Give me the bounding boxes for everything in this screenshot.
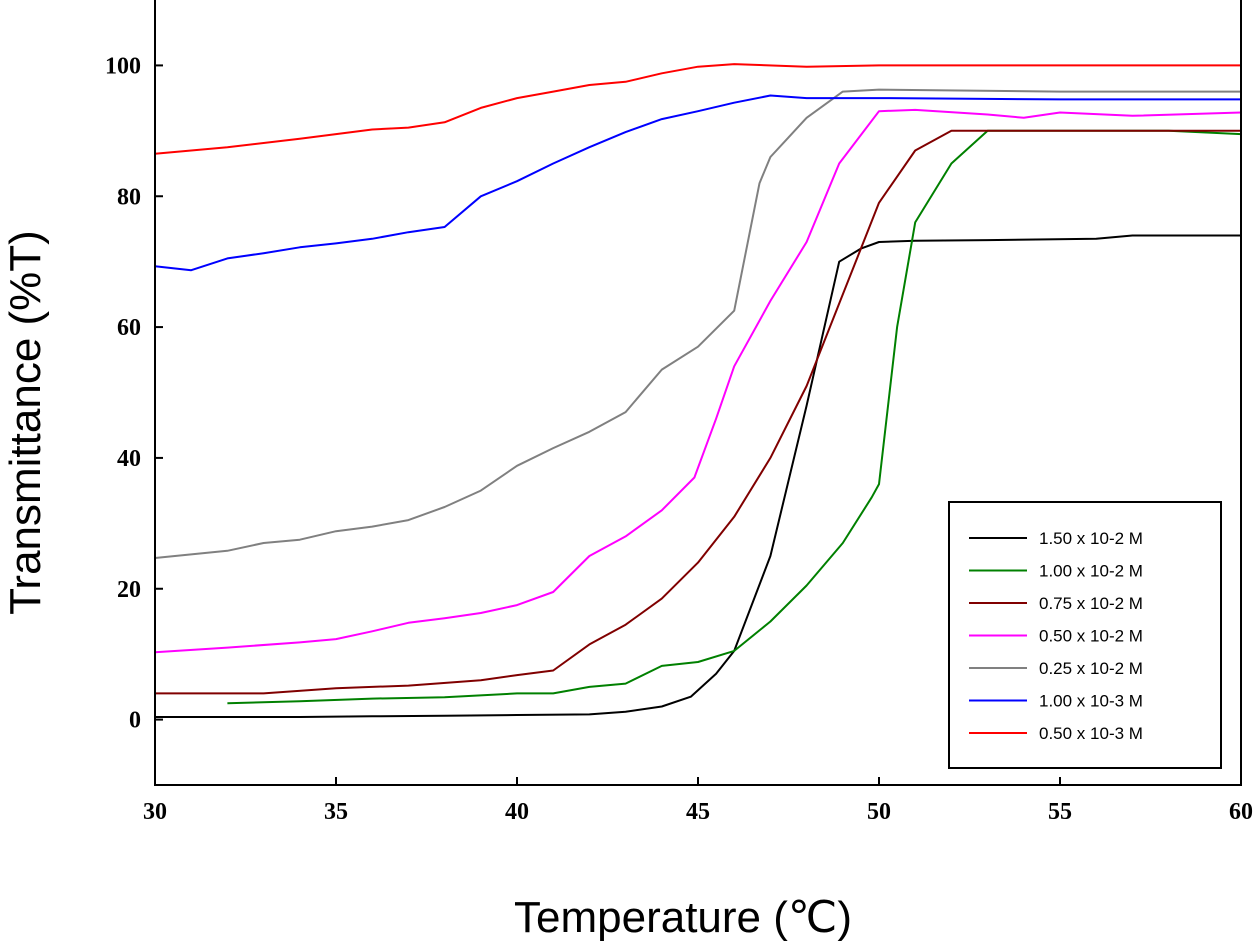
legend: 1.50 x 10-2 M 1.00 x 10-2 M 0.75 x 10-2 M 0… (948, 501, 1222, 769)
x-tick-label: 50 (867, 799, 891, 825)
y-axis-title: Transmittance (%T) (1, 230, 50, 615)
x-tick-label: 45 (686, 799, 710, 825)
x-tick-label: 40 (505, 799, 529, 825)
y-tick-label: 80 (117, 184, 141, 210)
series-line-4 (154, 108, 1242, 654)
y-tick-label: 0 (129, 708, 141, 734)
y-axis: 0 20 40 60 80 100 (105, 53, 163, 734)
y-tick-label: 20 (117, 577, 141, 603)
legend-label: 1.00 x 10-2 M (1039, 562, 1143, 581)
x-tick-label: 55 (1048, 799, 1072, 825)
series-line-6 (154, 94, 1241, 272)
y-tick-label: 100 (105, 53, 141, 79)
series-line-7 (154, 63, 1241, 155)
x-tick-label: 60 (1229, 799, 1253, 825)
legend-label: 0.25 x 10-2 M (1039, 659, 1143, 678)
series-line-1 (155, 234, 1241, 718)
y-tick-label: 60 (117, 315, 141, 341)
x-axis: 30 35 40 45 50 55 60 (143, 777, 1253, 825)
x-tick-label: 35 (324, 799, 348, 825)
x-tick-label: 30 (143, 799, 167, 825)
series-line-5 (154, 88, 1241, 559)
legend-label: 0.50 x 10-3 M (1039, 724, 1143, 743)
legend-label: 0.50 x 10-2 M (1039, 627, 1143, 646)
series-line-2 (227, 129, 1242, 705)
series-layer (154, 63, 1242, 718)
legend-label: 1.50 x 10-2 M (1039, 529, 1143, 548)
legend-label: 1.00 x 10-3 M (1039, 692, 1143, 711)
y-tick-label: 40 (117, 446, 141, 472)
series-line-3 (155, 129, 1241, 695)
legend-label: 0.75 x 10-2 M (1039, 594, 1143, 613)
x-axis-title: Temperature (℃) (514, 893, 852, 942)
